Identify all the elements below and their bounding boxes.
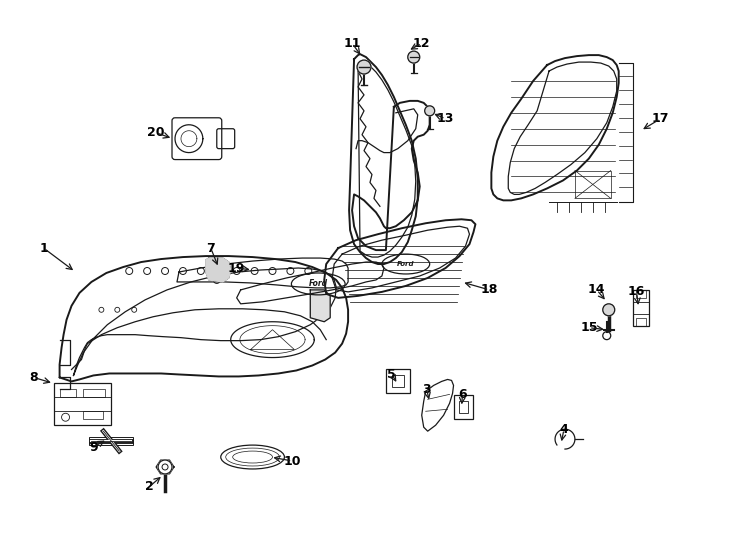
Circle shape	[425, 106, 435, 116]
Text: 6: 6	[458, 388, 467, 401]
Text: 3: 3	[422, 383, 431, 396]
Circle shape	[408, 51, 420, 63]
Bar	[54, 383, 112, 425]
Bar	[59, 389, 76, 397]
Bar	[459, 401, 468, 413]
Circle shape	[357, 60, 371, 74]
Text: Ford: Ford	[309, 279, 328, 288]
Text: 15: 15	[580, 321, 597, 334]
Text: 11: 11	[344, 37, 361, 50]
Polygon shape	[310, 290, 330, 322]
Bar	[636, 290, 646, 298]
Bar	[386, 369, 410, 393]
Text: 13: 13	[437, 112, 454, 125]
Text: 19: 19	[228, 261, 245, 274]
Bar	[454, 395, 473, 419]
Text: 1: 1	[40, 241, 48, 255]
Text: 14: 14	[588, 284, 606, 296]
Bar	[636, 318, 646, 326]
Text: 17: 17	[652, 112, 669, 125]
Text: 7: 7	[206, 241, 215, 255]
Bar	[84, 389, 106, 397]
Text: 10: 10	[283, 455, 301, 468]
Bar	[633, 290, 649, 326]
Text: 12: 12	[413, 37, 430, 50]
Text: 16: 16	[628, 285, 645, 299]
Bar	[84, 411, 103, 419]
Bar	[90, 437, 133, 445]
Text: Ford: Ford	[397, 261, 415, 267]
Text: 9: 9	[89, 441, 98, 454]
Text: 18: 18	[481, 284, 498, 296]
Text: 8: 8	[29, 371, 38, 384]
Bar	[392, 375, 404, 387]
Text: 2: 2	[145, 481, 153, 494]
Circle shape	[158, 460, 172, 474]
Polygon shape	[206, 258, 230, 282]
Text: 20: 20	[148, 126, 165, 139]
Circle shape	[603, 304, 614, 316]
Text: 5: 5	[388, 368, 396, 381]
Text: 4: 4	[559, 423, 568, 436]
